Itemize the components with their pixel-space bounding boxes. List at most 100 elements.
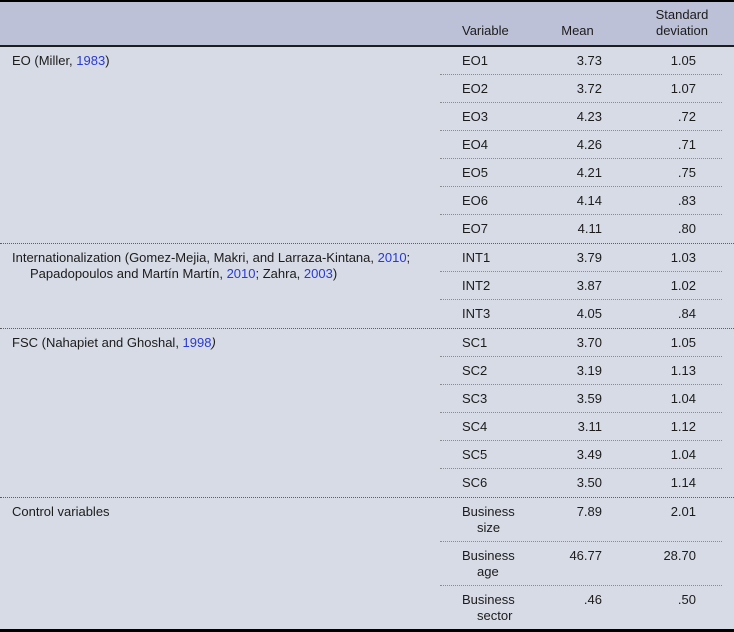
variable-label: INT3 bbox=[462, 306, 491, 321]
table-row: SC3 3.59 1.04 bbox=[440, 385, 722, 413]
standard-deviation-value: 2.01 bbox=[670, 504, 696, 519]
mean-value: 4.21 bbox=[576, 165, 602, 180]
column-header-standard-deviation: Standard deviation bbox=[655, 7, 709, 38]
variable-cell: SC4 bbox=[440, 413, 535, 440]
standard-deviation-value: .84 bbox=[677, 306, 696, 321]
variable-cell: Business sector bbox=[440, 586, 535, 629]
table-row: SC1 3.70 1.05 bbox=[440, 329, 722, 357]
construct-label: EO (Miller, 1983) bbox=[12, 53, 416, 69]
variable-label: Business size bbox=[462, 504, 515, 535]
variable-cell: EO4 bbox=[440, 131, 535, 158]
standard-deviation-value: 1.07 bbox=[670, 81, 696, 96]
table-row: SC2 3.19 1.13 bbox=[440, 357, 722, 385]
mean-value: 3.70 bbox=[576, 335, 602, 350]
mean-value: 3.59 bbox=[576, 391, 602, 406]
variable-cell: INT2 bbox=[440, 272, 535, 299]
construct-text-part: ) bbox=[211, 335, 216, 350]
mean-value: 4.05 bbox=[576, 306, 602, 321]
variable-label: EO3 bbox=[462, 109, 489, 124]
variable-cell: EO6 bbox=[440, 187, 535, 214]
mean-value: 3.72 bbox=[576, 81, 602, 96]
construct-text-part: EO (Miller, bbox=[12, 53, 77, 68]
variable-cell: EO3 bbox=[440, 103, 535, 130]
variable-label: EO7 bbox=[462, 221, 489, 236]
citation-year-link[interactable]: 2010 bbox=[226, 266, 256, 281]
standard-deviation-value: 1.02 bbox=[670, 278, 696, 293]
mean-value: 3.50 bbox=[576, 475, 602, 490]
variable-cell: EO2 bbox=[440, 75, 535, 102]
variable-cell: EO5 bbox=[440, 159, 535, 186]
table-row: INT1 3.79 1.03 bbox=[440, 244, 722, 272]
table-row: SC6 3.50 1.14 bbox=[440, 469, 722, 497]
variable-label: EO6 bbox=[462, 193, 489, 208]
section-rows: EO1 3.73 1.05 EO2 3.72 1.07 EO3 4.23 .72 EO4 4.26.… bbox=[440, 47, 722, 243]
table-header-row: Variable Mean Standard deviation bbox=[0, 2, 734, 47]
construct-label: Internationalization (Gomez-Mejia, Makri… bbox=[12, 250, 416, 282]
table-row: EO6 4.14 .83 bbox=[440, 187, 722, 215]
table-row: EO2 3.72 1.07 bbox=[440, 75, 722, 103]
variable-label: SC5 bbox=[462, 447, 488, 462]
column-header-construct-empty bbox=[0, 34, 440, 45]
variable-label: EO1 bbox=[462, 53, 489, 68]
mean-value: 7.89 bbox=[576, 504, 602, 519]
construct-text-part: ; Zahra, bbox=[255, 266, 304, 281]
variable-cell: EO7 bbox=[440, 215, 535, 243]
variable-label: Business sector bbox=[462, 592, 515, 623]
standard-deviation-value: 1.03 bbox=[670, 250, 696, 265]
mean-value: 4.11 bbox=[577, 221, 602, 236]
mean-value: 46.77 bbox=[569, 548, 602, 563]
mean-value: 3.49 bbox=[576, 447, 602, 462]
standard-deviation-value: .75 bbox=[677, 165, 696, 180]
variable-cell: SC1 bbox=[440, 329, 535, 356]
variable-label: SC2 bbox=[462, 363, 488, 378]
construct-label: Control variables bbox=[12, 504, 416, 520]
table-row: EO7 4.11 .80 bbox=[440, 215, 722, 243]
table-row: EO3 4.23 .72 bbox=[440, 103, 722, 131]
citation-year-link[interactable]: 2003 bbox=[303, 266, 333, 281]
variable-cell: Business size bbox=[440, 498, 535, 541]
construct-text-part: Internationalization (Gomez-Mejia, Makri… bbox=[12, 250, 378, 265]
mean-value: 3.79 bbox=[576, 250, 602, 265]
standard-deviation-value: .71 bbox=[677, 137, 696, 152]
table-row: EO4 4.26 .71 bbox=[440, 131, 722, 159]
construct-text-part: ; Papadopoulos and Martín Martín, bbox=[30, 250, 411, 281]
section-rows: INT1 3.79 1.03 INT2 3.87 1.02 INT3 4.05 .84 bbox=[440, 244, 722, 328]
table-body: EO (Miller, 1983) EO1 3.73 1.05 EO2 3.72 1.07 E… bbox=[0, 47, 734, 629]
variable-label: INT1 bbox=[462, 250, 491, 265]
construct-cell: EO (Miller, 1983) bbox=[0, 47, 440, 243]
variable-cell: SC3 bbox=[440, 385, 535, 412]
table-section: EO (Miller, 1983) EO1 3.73 1.05 EO2 3.72 1.07 E… bbox=[0, 47, 734, 244]
table-section: Internationalization (Gomez-Mejia, Makri… bbox=[0, 244, 734, 329]
citation-year-link[interactable]: 1983 bbox=[76, 53, 106, 68]
variable-cell: SC5 bbox=[440, 441, 535, 468]
citation-year-link[interactable]: 1998 bbox=[182, 335, 212, 350]
variable-cell: SC2 bbox=[440, 357, 535, 384]
variable-label: INT2 bbox=[462, 278, 491, 293]
mean-value: 4.14 bbox=[576, 193, 602, 208]
standard-deviation-value: 1.05 bbox=[670, 53, 696, 68]
variable-label: EO4 bbox=[462, 137, 489, 152]
construct-cell: Internationalization (Gomez-Mejia, Makri… bbox=[0, 244, 440, 328]
standard-deviation-value: .80 bbox=[677, 221, 696, 236]
table-row: INT3 4.05 .84 bbox=[440, 300, 722, 328]
section-rows: SC1 3.70 1.05 SC2 3.19 1.13 SC3 3.59 1.04 SC4 3.11… bbox=[440, 329, 722, 497]
construct-text-part: Control variables bbox=[12, 504, 110, 519]
mean-value: 3.11 bbox=[577, 419, 602, 434]
standard-deviation-value: 1.04 bbox=[670, 391, 696, 406]
variable-cell: Business age bbox=[440, 542, 535, 585]
variable-label: SC3 bbox=[462, 391, 488, 406]
variable-label: EO5 bbox=[462, 165, 489, 180]
mean-value: 4.23 bbox=[576, 109, 602, 124]
standard-deviation-value: .72 bbox=[677, 109, 696, 124]
column-header-variable: Variable bbox=[462, 23, 509, 38]
variable-label: Business age bbox=[462, 548, 515, 579]
table-row: Business age 46.77 28.70 bbox=[440, 542, 722, 586]
standard-deviation-value: 1.04 bbox=[670, 447, 696, 462]
mean-value: 3.87 bbox=[576, 278, 602, 293]
table-row: SC4 3.11 1.12 bbox=[440, 413, 722, 441]
standard-deviation-value: 1.05 bbox=[670, 335, 696, 350]
standard-deviation-value: 1.12 bbox=[670, 419, 696, 434]
variable-label: SC6 bbox=[462, 475, 488, 490]
citation-year-link[interactable]: 2010 bbox=[377, 250, 407, 265]
variable-label: EO2 bbox=[462, 81, 489, 96]
